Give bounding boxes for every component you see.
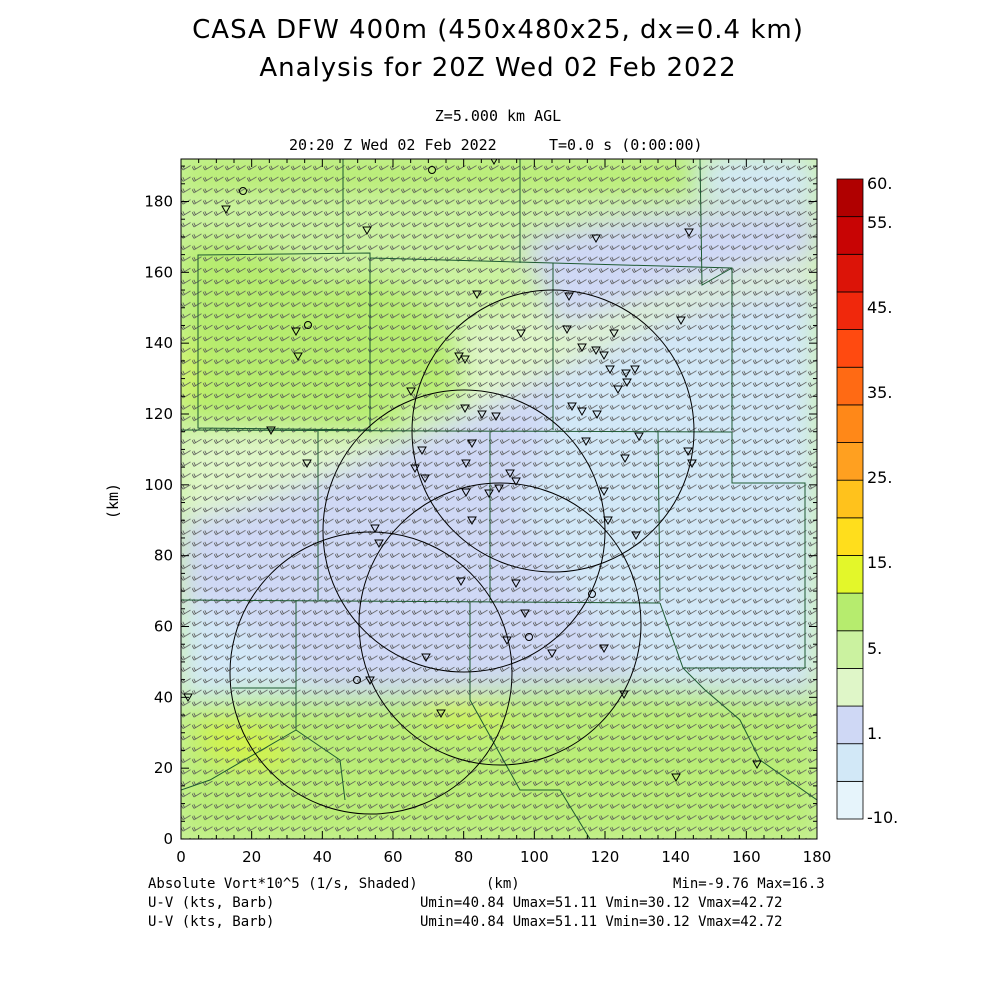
colorbar-label: 15. <box>867 553 892 572</box>
y-tick-label: 40 <box>154 688 173 706</box>
valid-time: 20:20 Z Wed 02 Feb 2022 <box>289 136 497 154</box>
county-boundaries <box>181 159 817 839</box>
y-tick-label: 100 <box>144 476 173 494</box>
title-line-2: Analysis for 20Z Wed 02 Feb 2022 <box>259 53 737 83</box>
x-tick-label: 40 <box>313 848 332 866</box>
colorbar-segment <box>836 442 864 481</box>
colorbar-segment <box>836 404 864 443</box>
forecast-time: T=0.0 s (0:00:00) <box>549 136 703 154</box>
colorbar-label: 55. <box>867 213 892 232</box>
x-tick-label: 180 <box>803 848 832 866</box>
colorbar-label: -10. <box>867 808 898 827</box>
axis-tick-labels: 0 20 40 60 80 100 120 140 160 180 0 20 40 60 80 100 120 1… <box>144 193 831 867</box>
colorbar-label: 60. <box>867 174 892 193</box>
colorbar-segment <box>836 555 864 594</box>
barb-stats-1: Umin=40.84 Umax=51.11 Vmin=30.12 Vmax=42… <box>420 895 783 911</box>
colorbar-segment <box>836 780 864 820</box>
colorbar-label: 45. <box>867 298 892 317</box>
y-tick-label: 80 <box>154 547 173 565</box>
vorticity-field <box>181 159 817 839</box>
colorbar-segment <box>836 366 864 406</box>
x-tick-label: 100 <box>520 848 549 866</box>
colorbar-segment <box>836 216 864 255</box>
x-tick-label: 60 <box>383 848 402 866</box>
level-label: Z=5.000 km AGL <box>434 107 562 125</box>
colorbar <box>836 178 864 820</box>
colorbar-label: 5. <box>867 639 882 658</box>
title-line-1: CASA DFW 400m (450x480x25, dx=0.4 km) <box>192 15 804 45</box>
barb-stats-2: Umin=40.84 Umax=51.11 Vmin=30.12 Vmax=42… <box>420 914 783 930</box>
y-axis-label: (km) <box>104 482 123 520</box>
radar-range-rings <box>229 289 695 815</box>
colorbar-segment <box>836 743 864 782</box>
min-max-values: Min=-9.76 Max=16.3 <box>673 876 825 892</box>
x-tick-label: 120 <box>591 848 620 866</box>
y-tick-label: 180 <box>144 193 173 211</box>
colorbar-segment <box>836 668 864 707</box>
x-tick-label: 160 <box>732 848 761 866</box>
x-tick-label: 140 <box>661 848 690 866</box>
colorbar-segment <box>836 517 864 556</box>
colorbar-segment <box>836 592 864 632</box>
field-label: Absolute Vort*10^5 (1/s, Shaded) <box>148 876 418 892</box>
x-tick-label: 80 <box>454 848 473 866</box>
axis-ticks <box>180 159 818 840</box>
y-tick-label: 60 <box>154 618 173 636</box>
y-tick-label: 120 <box>144 405 173 423</box>
colorbar-label: 25. <box>867 468 892 487</box>
colorbar-label: 1. <box>867 724 882 743</box>
colorbar-labels: 60. 55. 45. 35. 25. 15. 5. 1. -10. <box>867 174 898 827</box>
y-tick-label: 140 <box>144 334 173 352</box>
colorbar-segment <box>836 178 864 218</box>
colorbar-segment <box>836 705 864 745</box>
x-tick-label: 0 <box>176 848 186 866</box>
colorbar-label: 35. <box>867 383 892 402</box>
x-tick-label: 20 <box>242 848 261 866</box>
colorbar-segment <box>836 630 864 669</box>
colorbar-segment <box>836 253 864 293</box>
y-tick-label: 0 <box>163 830 173 848</box>
colorbar-segment <box>836 291 864 330</box>
colorbar-segment <box>836 329 864 368</box>
x-axis-label: (km) <box>486 876 520 892</box>
colorbar-segment <box>836 479 864 519</box>
barb-label-2: U-V (kts, Barb) <box>148 914 275 930</box>
y-tick-label: 20 <box>154 759 173 777</box>
y-tick-label: 160 <box>144 263 173 281</box>
barb-label-1: U-V (kts, Barb) <box>148 895 275 911</box>
